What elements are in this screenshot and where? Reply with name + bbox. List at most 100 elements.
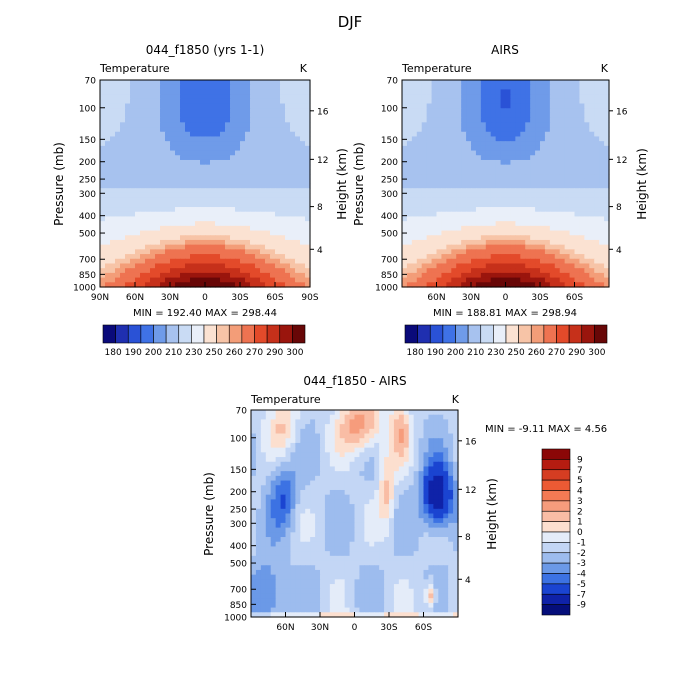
field-cell: [130, 141, 136, 147]
field-cell: [105, 136, 111, 142]
field-cell: [461, 98, 467, 105]
field-cell: [344, 419, 351, 425]
field-cell: [406, 183, 413, 189]
field-cell: [175, 192, 181, 199]
field-cell: [105, 174, 111, 180]
field-cell: [416, 244, 423, 250]
field-cell: [451, 164, 457, 170]
field-cell: [564, 249, 571, 255]
field-cell: [364, 518, 370, 524]
field-cell: [433, 424, 439, 430]
field-cell: [255, 442, 262, 449]
field-cell: [290, 438, 296, 444]
field-cell: [579, 239, 585, 246]
field-cell: [515, 197, 521, 203]
field-cell: [438, 419, 444, 425]
field-cell: [475, 169, 482, 175]
field-cell: [305, 80, 311, 86]
field-cell: [349, 424, 356, 430]
field-cell: [150, 207, 156, 213]
field-cell: [466, 272, 472, 279]
field-cell: [155, 235, 161, 241]
field-cell: [594, 277, 600, 283]
field-cell: [441, 98, 447, 105]
field-cell: [251, 485, 257, 491]
field-cell: [265, 145, 271, 152]
field-cell: [285, 108, 291, 114]
field-cell: [423, 522, 430, 529]
field-cell: [185, 225, 191, 232]
field-cell: [125, 150, 131, 156]
field-cell: [589, 159, 595, 166]
field-cell: [270, 461, 277, 468]
field-cell: [431, 272, 438, 279]
field-cell: [495, 258, 502, 265]
field-cell: [421, 225, 428, 232]
field-cell: [320, 419, 326, 425]
field-cell: [230, 239, 236, 246]
field-cell: [255, 532, 262, 538]
field-cell: [215, 117, 221, 123]
field-cell: [564, 150, 571, 156]
field-cell: [535, 141, 541, 147]
field-cell: [418, 504, 425, 510]
field-cell: [441, 169, 447, 175]
field-cell: [225, 141, 231, 147]
field-cell: [485, 94, 492, 100]
field-cell: [270, 127, 276, 133]
field-cell: [334, 480, 341, 486]
field-cell: [574, 141, 581, 147]
field-cell: [220, 159, 226, 166]
field-cell: [456, 197, 462, 203]
field-cell: [359, 419, 365, 425]
field-cell: [510, 164, 516, 170]
field-cell: [145, 277, 151, 283]
field-cell: [255, 485, 262, 491]
field-cell: [215, 207, 221, 213]
field-cell: [255, 221, 261, 227]
field-cell: [324, 518, 331, 524]
field-cell: [195, 188, 201, 194]
field-cell: [160, 108, 166, 114]
field-cell: [140, 216, 146, 222]
field-cell: [485, 268, 492, 274]
field-cell: [515, 258, 521, 265]
field-cell: [448, 485, 454, 491]
field-cell: [305, 513, 311, 519]
field-cell: [495, 145, 502, 152]
field-cell: [250, 207, 256, 213]
field-cell: [569, 235, 576, 241]
field-cell: [295, 504, 301, 510]
field-cell: [374, 471, 380, 477]
field-cell: [165, 178, 171, 185]
field-cell: [275, 117, 281, 123]
field-cell: [510, 141, 516, 147]
field-cell: [535, 244, 541, 250]
field-cell: [413, 485, 420, 491]
field-cell: [406, 197, 413, 203]
field-cell: [446, 282, 452, 288]
field-cell: [210, 235, 216, 241]
field-cell: [200, 244, 206, 250]
field-cell: [110, 183, 116, 189]
field-cell: [135, 112, 141, 119]
field-cell: [170, 103, 176, 109]
field-cell: [125, 249, 131, 255]
field-cell: [604, 150, 610, 156]
field-cell: [544, 164, 551, 170]
field-cell: [441, 282, 447, 288]
field-cell: [421, 197, 428, 203]
field-cell: [515, 207, 521, 213]
field-cell: [475, 188, 482, 194]
field-cell: [245, 263, 251, 269]
field-cell: [295, 164, 301, 170]
field-cell: [471, 169, 477, 175]
field-cell: [510, 192, 516, 199]
field-cell: [220, 282, 226, 288]
field-cell: [359, 485, 365, 491]
field-cell: [160, 239, 166, 246]
field-cell: [406, 117, 413, 123]
field-cell: [275, 127, 281, 133]
field-cell: [265, 211, 271, 218]
field-cell: [195, 216, 201, 222]
